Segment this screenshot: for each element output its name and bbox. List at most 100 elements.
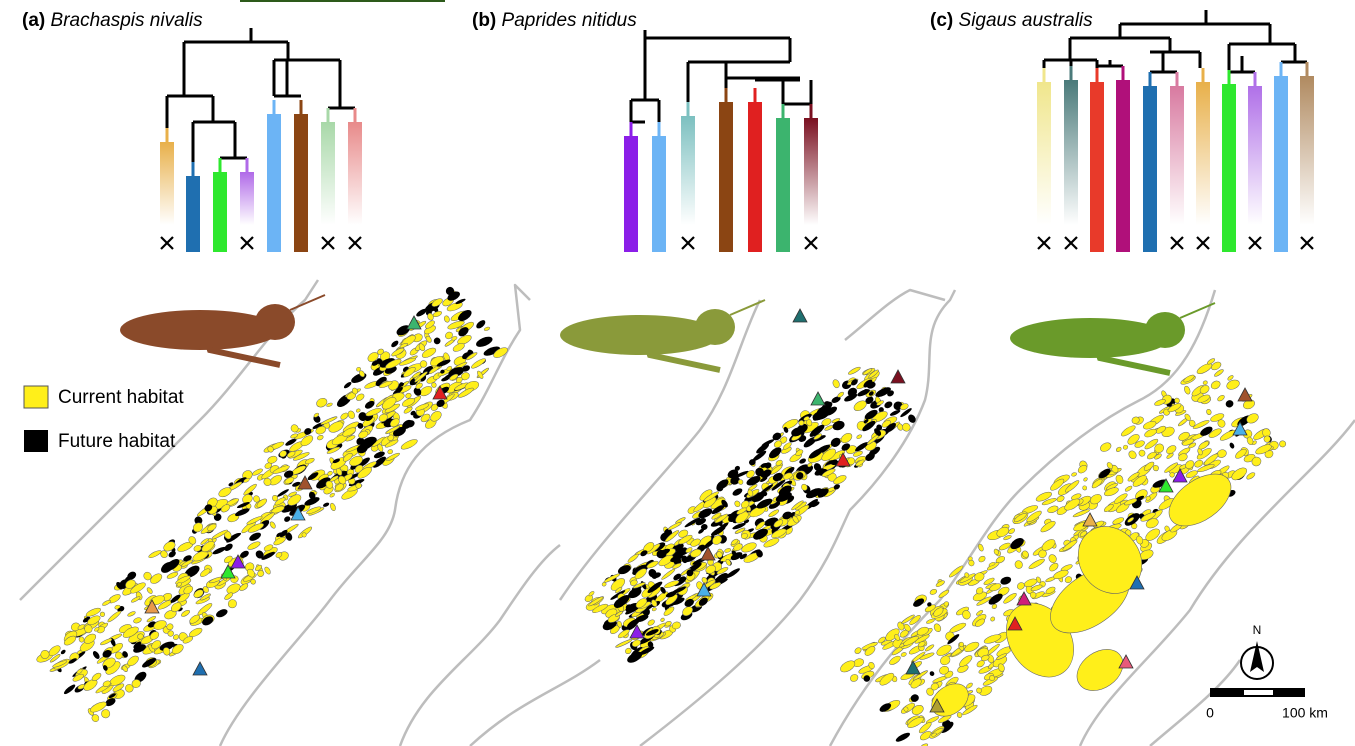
panel-label: (b)	[472, 10, 496, 31]
tip-bar	[719, 102, 733, 252]
current-habitat	[400, 438, 419, 452]
tip-bar	[267, 114, 281, 252]
tip-bar	[1248, 86, 1262, 225]
current-habitat	[148, 549, 162, 559]
tip-bar	[748, 102, 762, 252]
current-habitat	[304, 457, 315, 465]
future-habitat	[883, 400, 893, 409]
tip-bar	[776, 118, 790, 252]
future-habitat	[999, 575, 1012, 586]
current-habitat	[180, 609, 190, 618]
grasshopper-antenna	[730, 300, 765, 315]
future-habitat	[731, 487, 743, 497]
sample-site	[1083, 513, 1097, 526]
current-habitat	[1099, 441, 1113, 453]
species-name: Brachaspis nivalis	[51, 10, 204, 31]
future-habitat	[1225, 399, 1235, 409]
current-habitat	[1122, 444, 1128, 450]
current-habitat	[284, 476, 295, 485]
current-habitat	[1083, 477, 1088, 482]
current-habitat	[926, 618, 935, 625]
grasshopper-head	[255, 304, 295, 340]
current-habitat	[832, 379, 841, 389]
legend-swatch	[24, 386, 48, 408]
future-habitat	[63, 683, 77, 695]
current-habitat	[933, 623, 942, 633]
current-habitat	[647, 619, 656, 627]
grasshopper-head	[1145, 312, 1185, 348]
current-habitat	[929, 588, 938, 595]
sample-site	[193, 662, 207, 675]
coastline	[1150, 660, 1240, 746]
tip-bar	[213, 172, 227, 252]
legend-swatch	[24, 430, 48, 452]
top-rule	[240, 0, 445, 2]
current-habitat	[839, 658, 857, 674]
future-habitat	[350, 371, 368, 385]
tip-bar	[348, 122, 362, 225]
current-habitat	[734, 500, 742, 508]
tip-bar	[1274, 76, 1288, 252]
current-habitat	[1124, 485, 1133, 492]
scale-segment	[1244, 690, 1273, 695]
sample-site	[793, 309, 807, 322]
future-habitat	[60, 649, 66, 655]
current-habitat	[615, 638, 632, 648]
current-habitat	[387, 449, 393, 455]
coastline	[400, 545, 560, 746]
tip-bar	[160, 142, 174, 225]
current-habitat	[660, 617, 665, 622]
species-name: Sigaus australis	[959, 10, 1094, 31]
future-habitat	[283, 515, 291, 523]
figure: (a) Brachaspis nivalis (b) Paprides niti…	[0, 0, 1355, 746]
current-habitat	[849, 673, 859, 683]
tip-bar	[186, 176, 200, 252]
current-habitat	[839, 431, 853, 445]
current-habitat	[127, 611, 136, 618]
tip-bar	[1222, 84, 1236, 252]
current-habitat	[1082, 485, 1088, 491]
tip-bar	[652, 136, 666, 252]
current-habitat	[1047, 553, 1058, 564]
panel-label: (a)	[22, 10, 45, 31]
tip-bar	[1116, 80, 1130, 252]
panel-title: (b) Paprides nitidus	[472, 10, 637, 31]
current-habitat	[1115, 446, 1122, 452]
maps	[20, 280, 1355, 746]
sample-site	[891, 370, 905, 383]
current-habitat	[269, 521, 277, 529]
legend-label: Current habitat	[58, 387, 184, 408]
current-habitat	[1069, 641, 1131, 699]
current-habitat	[627, 553, 640, 564]
current-habitat	[856, 434, 862, 440]
panel-label: (c)	[930, 10, 953, 31]
future-habitat	[929, 670, 936, 677]
current-habitat	[1014, 559, 1024, 569]
current-habitat	[990, 616, 996, 622]
coastline	[470, 660, 600, 746]
current-habitat	[1278, 440, 1286, 448]
current-habitat	[146, 587, 153, 595]
compass-label: N	[1253, 623, 1262, 637]
tip-bar	[321, 122, 335, 225]
current-habitat	[624, 647, 632, 655]
grasshopper-head	[695, 309, 735, 345]
tip-bar	[1170, 86, 1184, 225]
future-habitat	[433, 336, 442, 345]
current-habitat	[965, 682, 973, 689]
scale-label: 100 km	[1282, 705, 1328, 721]
current-habitat	[983, 633, 1002, 645]
current-habitat	[1127, 449, 1138, 460]
current-habitat	[664, 579, 680, 589]
future-habitat	[343, 381, 352, 389]
tip-bar	[240, 172, 254, 225]
future-habitat	[322, 502, 329, 508]
future-habitat	[889, 409, 901, 417]
tip-bar	[624, 136, 638, 252]
phylogenies	[160, 10, 1314, 252]
current-habitat	[837, 391, 845, 398]
current-habitat	[226, 598, 238, 610]
current-habitat	[978, 555, 987, 563]
compass: N	[1241, 623, 1273, 679]
current-habitat	[329, 502, 336, 511]
